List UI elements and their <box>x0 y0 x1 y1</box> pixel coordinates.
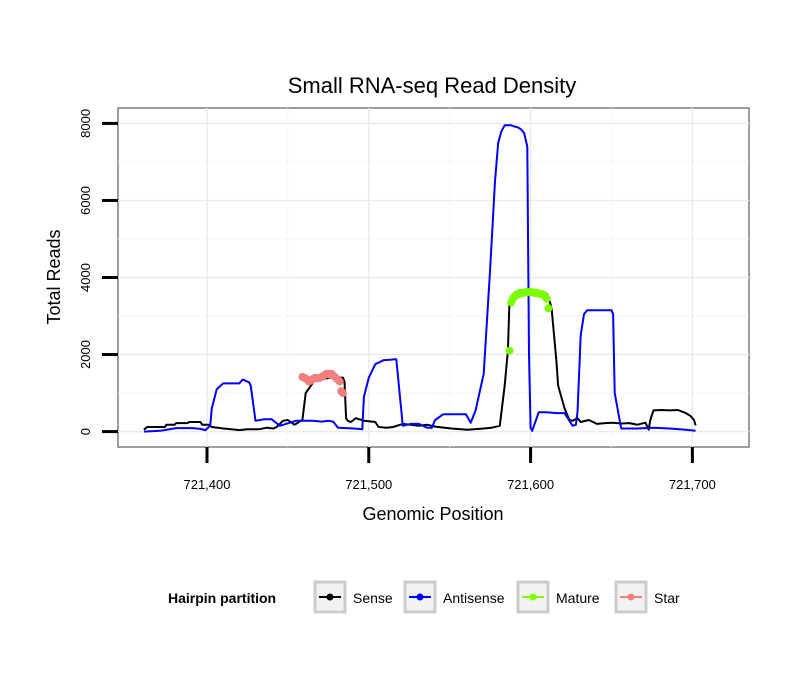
data-point-star <box>335 377 344 386</box>
x-tick-label: 721,600 <box>507 477 554 492</box>
series-line-antisense <box>143 124 696 433</box>
y-axis-title: Total Reads <box>44 229 64 324</box>
legend-label-antisense: Antisense <box>443 590 505 606</box>
y-tick-label: 4000 <box>78 263 93 292</box>
legend-label-star: Star <box>654 590 680 606</box>
legend: Hairpin partition Sense Antisense Mature St… <box>168 580 680 614</box>
y-tick-label: 2000 <box>78 340 93 369</box>
legend-key-point-antisense <box>416 593 424 601</box>
series-layer <box>143 124 697 433</box>
legend-key-point-star <box>627 593 635 601</box>
legend-item-antisense: Antisense <box>403 580 505 614</box>
data-point-mature <box>544 304 553 313</box>
legend-label-mature: Mature <box>556 590 600 606</box>
axes: 721,400 721,500 721,600 721,700 0 2000 4000 600… <box>78 109 716 492</box>
data-point-mature <box>505 346 514 355</box>
data-point-mature <box>542 294 551 303</box>
legend-item-sense: Sense <box>313 580 393 614</box>
grid-lines <box>118 108 749 447</box>
x-tick-label: 721,700 <box>669 477 716 492</box>
y-tick-label: 8000 <box>78 109 93 138</box>
legend-key-point-sense <box>326 593 334 601</box>
legend-label-sense: Sense <box>353 590 393 606</box>
legend-item-mature: Mature <box>516 580 600 614</box>
x-tick-label: 721,400 <box>183 477 230 492</box>
legend-item-star: Star <box>614 580 680 614</box>
legend-title: Hairpin partition <box>168 590 276 606</box>
x-axis-title: Genomic Position <box>362 504 503 524</box>
data-point-star <box>338 389 347 398</box>
y-tick-label: 0 <box>78 428 93 435</box>
y-tick-label: 6000 <box>78 186 93 215</box>
chart-title: Small RNA-seq Read Density <box>288 73 577 98</box>
x-tick-label: 721,500 <box>345 477 392 492</box>
legend-key-point-mature <box>529 593 537 601</box>
